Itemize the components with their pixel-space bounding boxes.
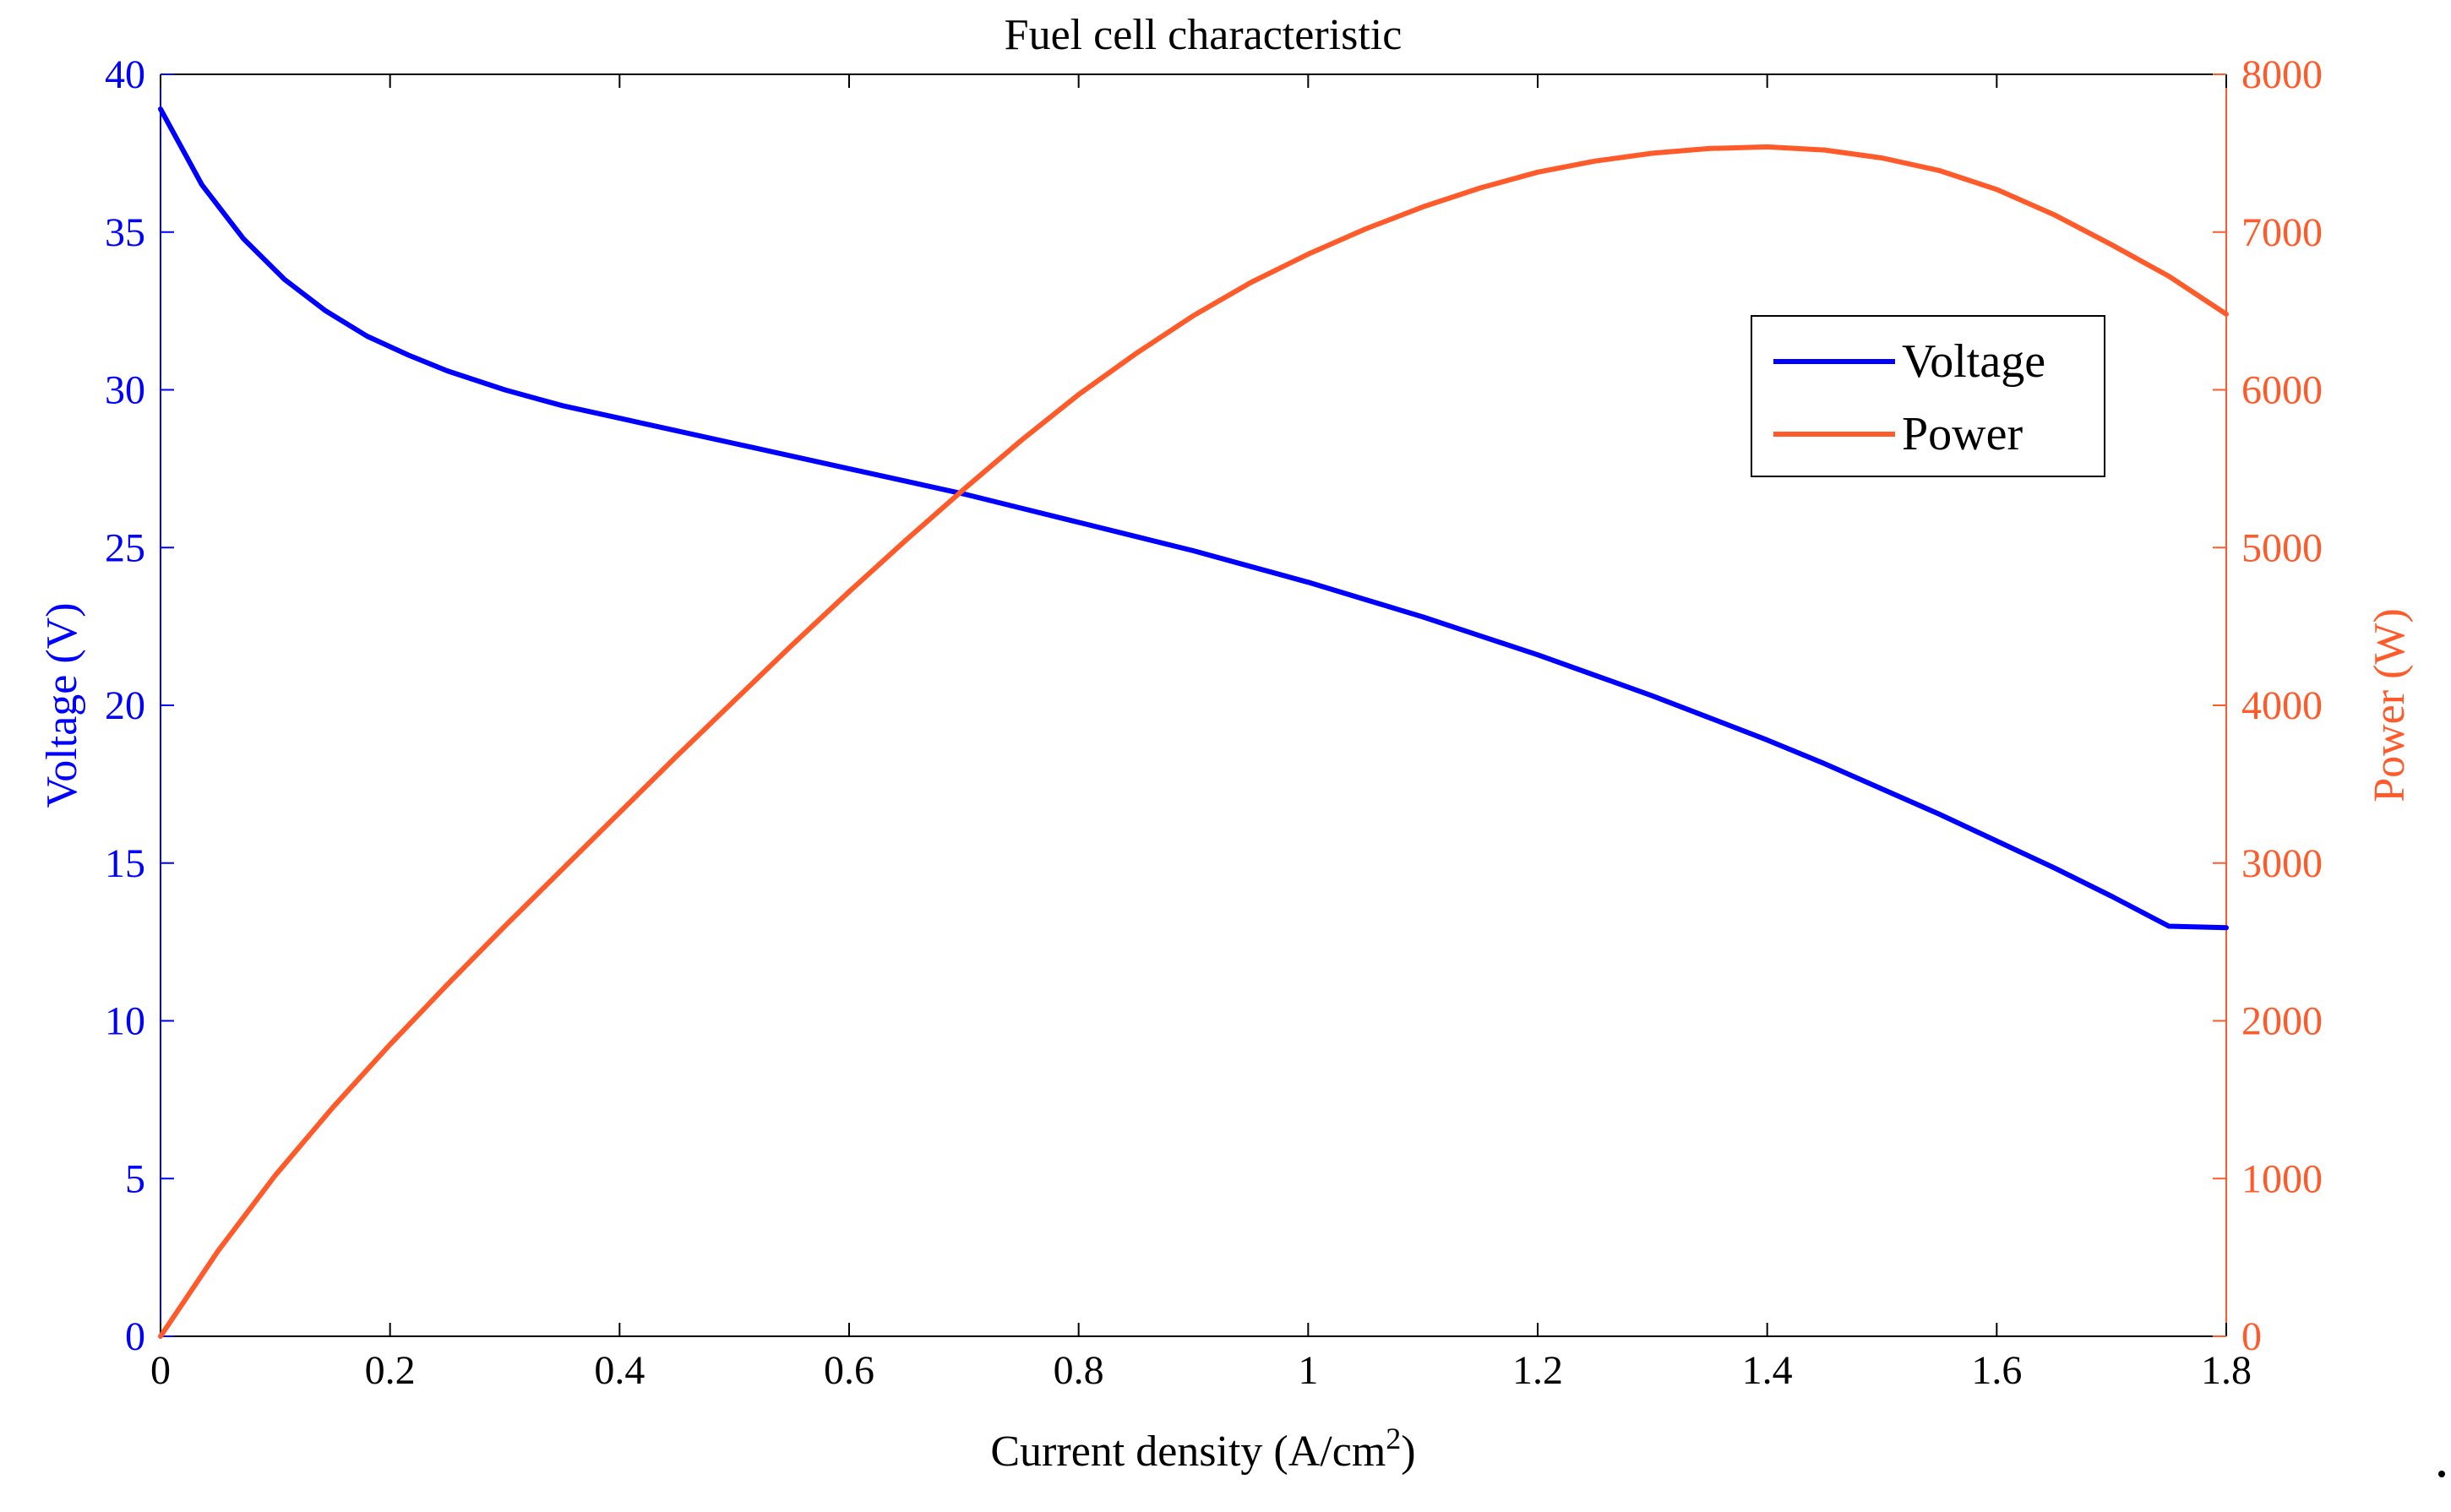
y-right-tick-label: 4000	[2241, 683, 2323, 728]
x-tick-label: 1.8	[2201, 1348, 2252, 1393]
x-tick-label: 0.4	[594, 1348, 645, 1393]
x-axis-label-superscript: 2	[1386, 1422, 1401, 1455]
legend-label-power: Power	[1902, 408, 2023, 460]
series-line-power	[158, 144, 2229, 1339]
y-left-tick-label: 30	[105, 368, 145, 413]
legend-box	[1751, 315, 2105, 477]
y-left-tick-label: 35	[105, 210, 145, 255]
y-left-tick-label: 10	[105, 999, 145, 1044]
x-axis-label-suffix: )	[1401, 1428, 1415, 1476]
y-left-tick-label: 20	[105, 683, 145, 728]
x-tick-label: 1.6	[1971, 1348, 2022, 1393]
x-tick-label: 0	[150, 1348, 171, 1393]
y-right-tick-label: 6000	[2241, 368, 2323, 413]
series-layer	[158, 106, 2229, 1339]
x-tick-label: 0.8	[1054, 1348, 1104, 1393]
x-axis-label-main: Current density (A/cm	[990, 1428, 1386, 1476]
chart-title: Fuel cell characteristic	[1005, 11, 1403, 59]
stray-dot	[2438, 1471, 2445, 1477]
legend: Voltage Power	[1751, 315, 2105, 477]
y-left-tick-label: 15	[105, 841, 145, 886]
series-line-voltage	[158, 106, 2229, 931]
axes-layer: 0 0.2 0.4 0.6 0.8 1 1.2 1.4 1.6 1.805101520253035…	[105, 52, 2323, 1393]
y-left-tick-label: 25	[105, 525, 145, 570]
y-right-tick-label: 8000	[2241, 52, 2323, 97]
y-left-tick-label: 0	[125, 1314, 145, 1359]
legend-label-voltage: Voltage	[1902, 335, 2045, 388]
y-right-tick-label: 0	[2241, 1314, 2262, 1359]
x-tick-label: 1.2	[1512, 1348, 1563, 1393]
y-left-tick-label: 5	[125, 1156, 145, 1201]
y-right-tick-label: 3000	[2241, 841, 2323, 886]
x-tick-label: 0.6	[824, 1348, 874, 1393]
y-right-tick-label: 5000	[2241, 525, 2323, 570]
x-tick-label: 1	[1298, 1348, 1318, 1393]
y-right-tick-label: 2000	[2241, 999, 2323, 1044]
y-left-tick-label: 40	[105, 52, 145, 97]
x-tick-label: 1.4	[1742, 1348, 1793, 1393]
y-axis-right-label: Power (W)	[2366, 608, 2414, 802]
x-axis-label: Current density (A/cm2)	[990, 1422, 1415, 1476]
x-tick-label: 0.2	[365, 1348, 416, 1393]
y-right-tick-label: 1000	[2241, 1156, 2323, 1201]
y-axis-left-label: Voltage (V)	[38, 602, 86, 808]
y-right-tick-label: 7000	[2241, 210, 2323, 255]
